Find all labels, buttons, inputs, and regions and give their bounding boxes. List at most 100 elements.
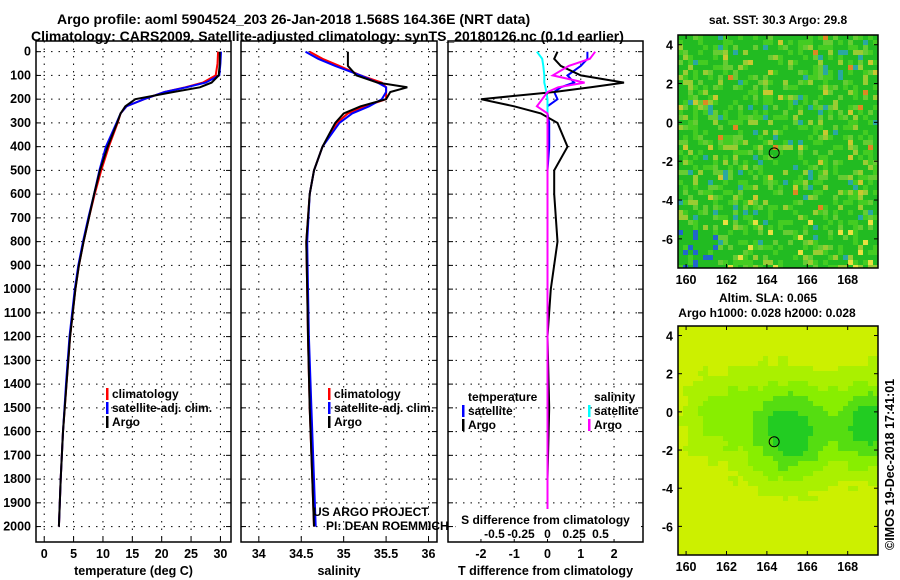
series-line-argo xyxy=(305,51,408,527)
x-tick-label: 1 xyxy=(577,547,584,561)
plot-frame xyxy=(240,40,438,543)
argo-location-marker xyxy=(768,436,780,448)
sst-map-title: sat. SST: 30.3 Argo: 29.8 xyxy=(709,13,848,27)
legend-header-temperature: temperature xyxy=(468,390,538,404)
argo-location-marker xyxy=(768,147,780,159)
series-line-satellite-adj-clim- xyxy=(57,51,222,527)
legend-entry: Argo xyxy=(112,415,140,429)
legend-entry: climatology xyxy=(112,387,179,401)
sla-map-title: Altim. SLA: 0.065 xyxy=(719,291,817,305)
legend-swatch xyxy=(106,388,109,400)
legend-entry: satellite-adj. clim. xyxy=(334,401,434,415)
legend-swatch xyxy=(462,405,465,417)
lat-tick-label: -4 xyxy=(662,482,673,496)
legend-swatch xyxy=(588,419,591,431)
depth-tick-label: 400 xyxy=(10,140,31,154)
depth-tick-label: 1100 xyxy=(4,306,31,320)
temperature-panel: 0100200300400500600700800900100011001200… xyxy=(3,40,232,578)
depth-tick-label: 1600 xyxy=(3,425,31,439)
legend-header-salinity: salinity xyxy=(594,390,636,404)
x-tick-label: 2 xyxy=(611,547,618,561)
lat-tick-label: -4 xyxy=(662,194,673,208)
x-tick-label: -2 xyxy=(475,547,486,561)
legend-swatch xyxy=(106,416,109,428)
heatmap-cells xyxy=(678,35,878,268)
s-tick-label: 0 xyxy=(544,527,551,541)
s-axis-background xyxy=(456,509,641,539)
x-axis-label: temperature (deg C) xyxy=(74,564,193,578)
x-tick-label: 5 xyxy=(70,547,77,561)
depth-tick-label: 100 xyxy=(10,68,31,82)
imos-credit: ©IMOS 19-Dec-2018 17:41:01 xyxy=(883,379,897,550)
depth-tick-label: 800 xyxy=(10,235,31,249)
legend-swatch xyxy=(328,388,331,400)
legend-entry: Argo xyxy=(594,418,622,432)
pi-annotation: PI: DEAN ROEMMICH xyxy=(326,519,449,533)
depth-tick-label: 300 xyxy=(10,116,31,130)
map-frame xyxy=(677,34,879,269)
x-tick-label: 25 xyxy=(184,547,198,561)
x-tick-label: 10 xyxy=(96,547,110,561)
depth-tick-label: 1400 xyxy=(3,377,31,391)
series-line-temperature-argo xyxy=(480,51,625,527)
depth-tick-label: 1300 xyxy=(3,353,31,367)
sla-map-subtitle: Argo h1000: 0.028 h2000: 0.028 xyxy=(678,306,856,320)
s-tick-label: -0.5 xyxy=(484,527,505,541)
s-tick-label: -0.25 xyxy=(507,527,535,541)
lat-tick-label: -6 xyxy=(662,233,673,247)
x-tick-label: 0 xyxy=(41,547,48,561)
depth-tick-label: 1000 xyxy=(3,282,31,296)
series-line-argo xyxy=(57,51,221,527)
legend-entry: Argo xyxy=(334,415,362,429)
lat-tick-label: 0 xyxy=(666,406,673,420)
x-tick-label: 36 xyxy=(422,547,436,561)
legend-entry: Argo xyxy=(468,418,496,432)
depth-tick-label: 600 xyxy=(10,187,31,201)
lat-tick-label: 2 xyxy=(666,368,673,382)
lat-tick-label: -2 xyxy=(662,444,673,458)
lat-tick-label: -6 xyxy=(662,520,673,534)
salinity-panel: 34 34.5 35 35.5 36 salinity climatologysatelli… xyxy=(240,40,449,578)
title-line-2: Climatology: CARS2009. Satellite-adjuste… xyxy=(31,28,624,44)
x-tick-label: 35 xyxy=(337,547,351,561)
legend-swatch xyxy=(588,405,591,417)
series-line-satellite-adj-clim- xyxy=(305,50,388,527)
legend-entry: satellite xyxy=(468,404,513,418)
lon-tick-label: 162 xyxy=(716,560,737,574)
series-line-salinity-argo xyxy=(535,51,597,527)
x-axis-label: T difference from climatology xyxy=(458,564,633,578)
depth-tick-label: 1900 xyxy=(3,496,31,510)
depth-tick-label: 900 xyxy=(10,258,31,272)
depth-tick-label: 0 xyxy=(24,45,31,59)
lon-tick-label: 164 xyxy=(756,273,777,287)
lat-tick-label: 2 xyxy=(666,78,673,92)
project-annotation: US ARGO PROJECT xyxy=(313,505,429,519)
depth-tick-label: 1800 xyxy=(3,472,31,486)
lon-tick-label: 168 xyxy=(837,273,858,287)
x-tick-label: 20 xyxy=(155,547,169,561)
map-frame xyxy=(677,325,879,556)
depth-tick-label: 2000 xyxy=(3,520,31,534)
lon-tick-label: 160 xyxy=(676,560,697,574)
difference-panel: -2 -1 0 1 2 T difference from climatology temp… xyxy=(447,40,644,578)
lon-tick-label: 164 xyxy=(756,560,777,574)
s-tick-label: 0.25 xyxy=(562,527,586,541)
x-axis-label: salinity xyxy=(317,564,360,578)
lon-tick-label: 166 xyxy=(797,560,818,574)
legend-swatch xyxy=(328,416,331,428)
sst-map: 160 162 164 166 168 4 2 0 -2 -4 -6 sat. SST: 30.3 A… xyxy=(662,13,879,287)
x-tick-label: 15 xyxy=(125,547,139,561)
legend-swatch xyxy=(462,419,465,431)
legend-entry: climatology xyxy=(334,387,401,401)
s-tick-label: 0.5 xyxy=(592,527,609,541)
depth-tick-label: 500 xyxy=(10,163,31,177)
legend-entry: satellite xyxy=(594,404,639,418)
lat-tick-label: 4 xyxy=(666,330,673,344)
x-tick-label: 35.5 xyxy=(374,547,398,561)
x-tick-label: 34.5 xyxy=(289,547,313,561)
lon-tick-label: 166 xyxy=(797,273,818,287)
depth-tick-label: 700 xyxy=(10,211,31,225)
lon-tick-label: 162 xyxy=(716,273,737,287)
legend-swatch xyxy=(106,402,109,414)
